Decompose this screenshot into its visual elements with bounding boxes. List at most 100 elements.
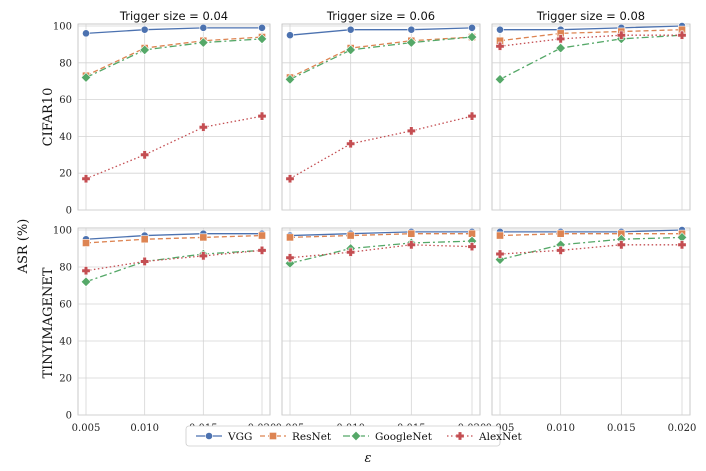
data-point	[82, 29, 90, 38]
data-point	[555, 42, 566, 54]
series-line	[289, 27, 473, 36]
panel-frame	[491, 23, 691, 211]
legend-label: GoogleNet	[375, 431, 433, 443]
data-point	[406, 240, 416, 250]
series-line	[499, 233, 682, 237]
legend: VGG ResNet GoogleNet AlexNet	[185, 425, 522, 447]
data-point	[139, 44, 150, 56]
data-point	[468, 23, 476, 32]
data-point	[677, 30, 687, 40]
y-tick-label: 80	[59, 58, 72, 69]
y-tick-label: 0	[66, 206, 72, 217]
panel-frame	[281, 227, 481, 416]
series-line	[500, 229, 683, 233]
series-alexnet	[285, 111, 477, 184]
series-line	[499, 244, 682, 255]
series-line	[85, 249, 263, 283]
data-point	[406, 37, 417, 48]
panel-title: Trigger size = 0.08	[536, 9, 645, 23]
x-axis-label: ε	[365, 451, 372, 466]
series-line	[289, 115, 473, 180]
data-point	[285, 253, 295, 263]
data-point	[496, 231, 504, 240]
y-tick-label: 40	[59, 337, 72, 348]
series-googlenet	[494, 232, 688, 265]
series-alexnet	[285, 240, 477, 263]
series-line	[499, 29, 683, 42]
data-point	[556, 245, 566, 255]
data-point	[199, 233, 208, 242]
legend-marker	[269, 432, 277, 440]
series-vgg	[82, 23, 266, 38]
data-point	[494, 74, 506, 85]
panel-0-2: Trigger size = 0.08	[491, 9, 691, 211]
data-point	[81, 174, 91, 184]
series-line	[85, 36, 263, 77]
labels-group: ASR (%) CIFAR10 TINYIMAGENET ε	[16, 88, 372, 466]
y-tick-label: 0	[66, 411, 72, 422]
data-point	[616, 30, 626, 40]
legend-entry-resnet: ResNet	[260, 431, 332, 443]
panel-frame	[491, 227, 691, 416]
data-point	[257, 245, 267, 255]
data-point	[80, 276, 92, 288]
series-line	[85, 27, 262, 35]
series-googlenet	[284, 31, 478, 85]
data-point	[199, 23, 208, 32]
data-point	[556, 34, 566, 44]
data-point	[466, 31, 478, 43]
y-tick-label: 40	[59, 132, 72, 143]
series-line	[499, 236, 683, 261]
series-line	[289, 231, 472, 237]
data-point	[198, 37, 209, 48]
data-point	[285, 174, 295, 184]
series-alexnet	[81, 245, 267, 276]
legend-label: ResNet	[292, 431, 332, 443]
series-vgg	[286, 23, 476, 40]
legend-entry-alexnet: AlexNet	[447, 431, 522, 443]
data-point	[467, 111, 477, 121]
x-tick-label: 0.005	[72, 423, 101, 434]
y-tick-label: 100	[53, 22, 72, 33]
series-alexnet	[495, 240, 687, 259]
legend-entry-vgg: VGG	[196, 431, 252, 443]
data-point	[407, 25, 416, 34]
data-point	[496, 25, 504, 34]
series-line	[85, 234, 263, 244]
data-point	[140, 235, 149, 244]
data-point	[677, 240, 687, 250]
series-alexnet	[495, 30, 687, 51]
legend-marker	[205, 432, 213, 440]
y-tick-label: 100	[53, 226, 72, 237]
y-tick-label: 20	[59, 169, 72, 180]
data-point	[406, 126, 416, 136]
x-tick-label: 0.010	[546, 423, 575, 434]
data-point	[82, 239, 90, 247]
x-tick-label: 0.015	[607, 423, 636, 434]
series-alexnet	[81, 111, 267, 184]
panel-frame	[77, 23, 271, 211]
series-line	[499, 34, 683, 80]
data-point	[258, 231, 266, 240]
row-label-tinyimagenet: TINYIMAGENET	[41, 267, 56, 378]
data-point	[556, 229, 565, 238]
y-tick-label: 60	[59, 300, 72, 311]
panel-frame	[281, 23, 481, 211]
y-axis-label: ASR (%)	[16, 219, 31, 275]
data-point	[140, 256, 150, 266]
row-label-cifar10: CIFAR10	[41, 88, 56, 147]
panel-0-0: 0 20 40 60 80 100 Trigger size = 0.04	[53, 9, 271, 217]
data-point	[198, 251, 208, 261]
data-point	[495, 41, 505, 51]
series-line	[500, 25, 683, 31]
data-point	[346, 139, 356, 149]
legend-entry-googlenet: GoogleNet	[343, 430, 433, 443]
data-point	[407, 229, 416, 238]
panel-0-1: Trigger size = 0.06	[281, 9, 481, 211]
legend-marker	[455, 431, 465, 441]
y-tick-label: 80	[59, 263, 72, 274]
series-line	[289, 36, 473, 79]
